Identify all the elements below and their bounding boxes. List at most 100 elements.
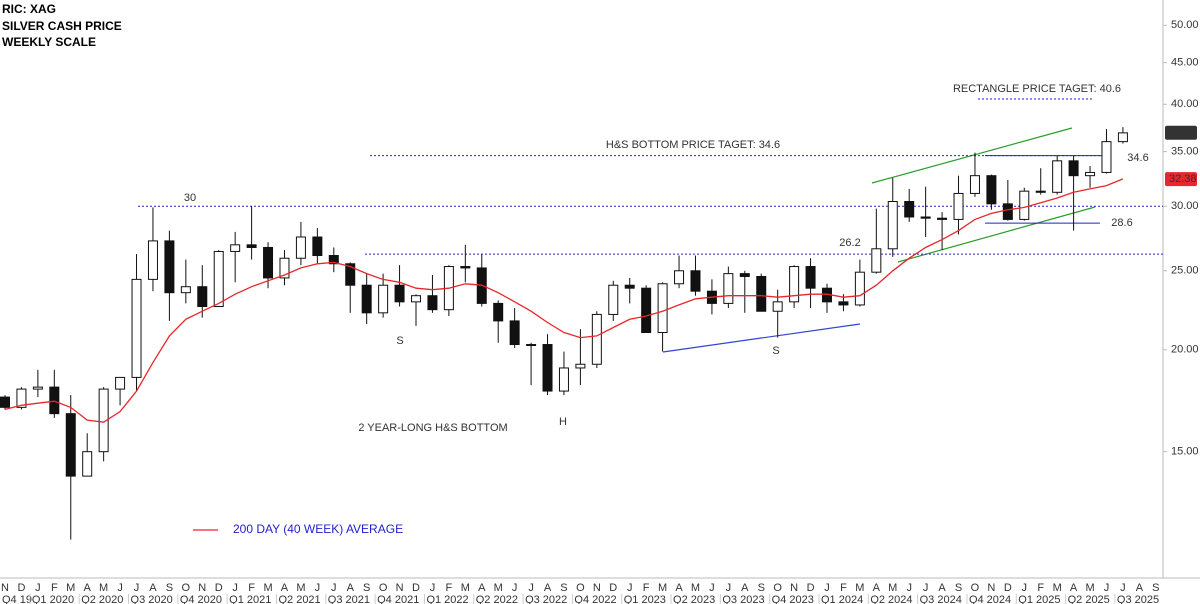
candle-body xyxy=(674,270,685,285)
y-tick-label: 25.00 xyxy=(1171,265,1199,277)
candle-body xyxy=(591,313,602,365)
x-tick-label: M xyxy=(658,582,667,594)
price-tag-label: 32.38 xyxy=(1169,173,1197,185)
x-tick-label: M xyxy=(66,582,75,594)
candle-body xyxy=(1052,160,1063,193)
x-tick-label: S xyxy=(166,582,173,594)
x-tick-label: O xyxy=(773,582,782,594)
y-tick-label: 15.00 xyxy=(1171,446,1199,458)
candle-body xyxy=(871,248,882,273)
quarter-label: Q4 2023 xyxy=(772,594,814,604)
x-tick-label: F xyxy=(51,582,58,594)
x-tick-label: M xyxy=(99,582,108,594)
x-tick-label: M xyxy=(888,582,897,594)
quarter-label: Q1 2025 xyxy=(1018,594,1060,604)
candle-body xyxy=(756,275,767,312)
x-tick-label: A xyxy=(1136,582,1144,594)
x-tick-label: D xyxy=(17,582,25,594)
x-tick-label: J xyxy=(1120,582,1126,594)
candle-body xyxy=(657,283,668,334)
annotation: H xyxy=(559,416,567,428)
quarter-label: Q1 2023 xyxy=(624,594,666,604)
x-tick-label: J xyxy=(512,582,518,594)
candle-body xyxy=(230,244,241,252)
candle-body xyxy=(180,286,191,294)
candle-body xyxy=(986,175,997,205)
x-tick-label: F xyxy=(248,582,255,594)
x-tick-label: J xyxy=(906,582,912,594)
candle-body xyxy=(558,367,569,392)
candle-body xyxy=(427,295,438,311)
x-tick-label: J xyxy=(331,582,337,594)
quarter-label: Q3 2020 xyxy=(131,594,173,604)
x-tick-label: N xyxy=(593,582,601,594)
candle-body xyxy=(953,192,964,220)
x-tick-label: M xyxy=(1053,582,1062,594)
x-tick-label: N xyxy=(790,582,798,594)
x-tick-label: O xyxy=(379,582,388,594)
candle-body xyxy=(542,344,553,392)
y-tick-label: 45.00 xyxy=(1171,57,1199,69)
x-tick-label: N xyxy=(396,582,404,594)
x-tick-label: D xyxy=(215,582,223,594)
level-label: 28.6 xyxy=(1111,217,1132,229)
x-tick-label: A xyxy=(741,582,749,594)
quarter-label: Q2 2025 xyxy=(1068,594,1110,604)
candle-body xyxy=(361,284,372,314)
x-tick-label: A xyxy=(281,582,289,594)
candle-body xyxy=(1019,190,1030,220)
x-tick-label: J xyxy=(824,582,830,594)
x-tick-label: D xyxy=(807,582,815,594)
candle-body xyxy=(772,301,783,312)
x-tick-label: A xyxy=(938,582,946,594)
x-tick-label: M xyxy=(494,582,503,594)
x-tick-label: S xyxy=(955,582,962,594)
candle-body xyxy=(0,396,10,408)
x-tick-label: S xyxy=(363,582,370,594)
x-tick-label: S xyxy=(560,582,567,594)
candle-body xyxy=(854,271,865,306)
annotation: S xyxy=(396,335,403,347)
x-tick-label: M xyxy=(296,582,305,594)
candle-body xyxy=(164,240,175,294)
channel-line xyxy=(897,206,1096,263)
x-tick-label: J xyxy=(923,582,929,594)
x-tick-label: A xyxy=(675,582,683,594)
x-tick-label: S xyxy=(758,582,765,594)
candle-body xyxy=(16,388,27,408)
title-line: SILVER CASH PRICE xyxy=(2,19,122,33)
x-tick-label: O xyxy=(576,582,585,594)
candle-body xyxy=(65,413,76,477)
x-tick-label: J xyxy=(134,582,140,594)
candle-body xyxy=(345,263,356,286)
x-tick-label: M xyxy=(1085,582,1094,594)
quarter-label: Q3 2021 xyxy=(328,594,370,604)
y-tick-label: 20.00 xyxy=(1171,344,1199,356)
candle-body xyxy=(460,266,471,269)
x-tick-label: F xyxy=(643,582,650,594)
candle-body xyxy=(246,244,257,248)
x-tick-label: N xyxy=(198,582,206,594)
x-tick-label: J xyxy=(1022,582,1028,594)
candle-body xyxy=(295,236,306,259)
title-line: RIC: XAG xyxy=(2,2,56,16)
x-tick-label: D xyxy=(609,582,617,594)
candle-body xyxy=(1101,141,1112,173)
candle-body xyxy=(739,273,750,277)
candle-body xyxy=(1068,160,1079,177)
x-tick-label: M xyxy=(461,582,470,594)
candle-body xyxy=(98,388,109,453)
quarter-label: Q4 2022 xyxy=(574,594,616,604)
candle-body xyxy=(641,287,652,334)
candle-body xyxy=(904,201,915,218)
y-tick-label: 50.00 xyxy=(1171,19,1199,31)
candle-body xyxy=(789,266,800,303)
x-tick-label: A xyxy=(347,582,355,594)
annotation: 2 YEAR-LONG H&S BOTTOM xyxy=(358,422,507,434)
annotation: S xyxy=(772,345,779,357)
x-tick-label: J xyxy=(528,582,534,594)
price-tag-label: 36.91 xyxy=(1169,127,1197,139)
x-tick-label: A xyxy=(149,582,157,594)
title-line: WEEKLY SCALE xyxy=(2,35,96,49)
